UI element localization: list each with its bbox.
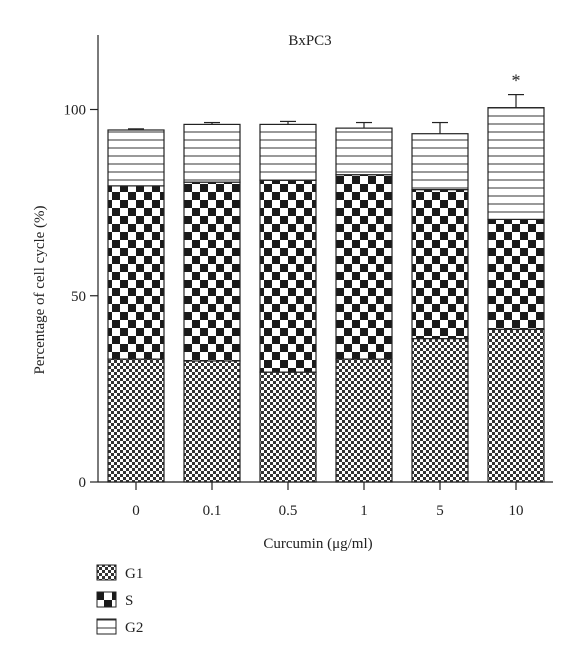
x-axis-ticks: 0 0.1 0.5 1 5 10 [132, 482, 524, 519]
bar-segment-g1 [335, 358, 393, 483]
bar-segment-g2 [183, 123, 241, 183]
y-tick-label: 50 [71, 289, 86, 305]
x-tick-label: 0 [132, 503, 140, 519]
bar-segment-s [335, 174, 393, 360]
bar-segment-s [107, 185, 165, 360]
bars [107, 93, 545, 483]
bar-segment-g2 [259, 123, 317, 181]
bar-segment-g2 [411, 133, 469, 191]
bar-segment-g2 [487, 107, 545, 220]
y-tick-label: 100 [64, 103, 87, 119]
y-axis-ticks: 0 50 100 [64, 103, 98, 491]
x-tick-label: 0.1 [203, 503, 222, 519]
x-tick-label: 5 [436, 503, 444, 519]
annotations: * [512, 71, 521, 91]
x-tick-label: 0.5 [279, 503, 298, 519]
legend-swatch-s [96, 591, 117, 608]
significance-marker: * [512, 71, 521, 91]
chart-title: BxPC3 [288, 33, 331, 49]
x-axis-label: Curcumin (μg/ml) [263, 536, 372, 552]
bar-segment-s [487, 218, 545, 330]
x-tick-label: 10 [509, 503, 524, 519]
bar-segment-g1 [183, 360, 241, 483]
y-tick-label: 0 [79, 475, 87, 491]
legend-swatch-g1 [96, 564, 117, 581]
bar-segment-g2 [335, 127, 393, 176]
legend: G1 S G2 [96, 564, 143, 636]
bar-segment-g1 [107, 358, 165, 483]
bar-segment-g1 [411, 337, 469, 483]
bar-segment-s [183, 181, 241, 362]
bar-segment-s [259, 179, 317, 373]
bar-segment-g1 [259, 371, 317, 483]
legend-label: S [125, 593, 133, 609]
legend-label: G2 [125, 620, 143, 636]
legend-swatch-g2 [96, 618, 117, 635]
legend-label: G1 [125, 566, 143, 582]
bar-segment-g1 [487, 328, 545, 483]
x-tick-label: 1 [360, 503, 368, 519]
y-axis-label: Percentage of cell cycle (%) [32, 205, 48, 374]
bar-segment-g2 [107, 129, 165, 187]
bar-segment-s [411, 188, 469, 340]
